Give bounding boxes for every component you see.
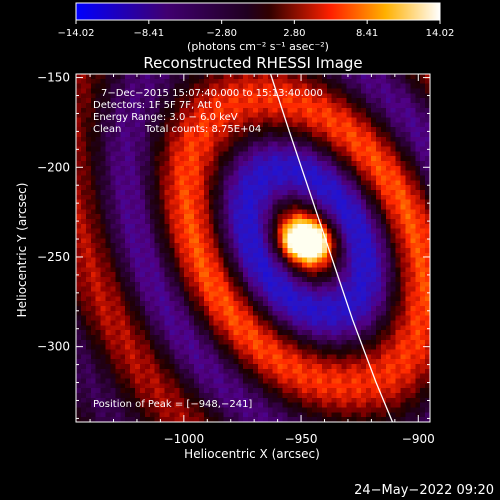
plot-frame (75, 73, 431, 423)
x-axis-ticks: −1000 −950 −900 (89, 74, 435, 446)
x-tick-label: −900 (402, 432, 435, 446)
peak-position-annotation: Position of Peak = [−948,−241] (93, 399, 252, 410)
x-tick-label: −950 (285, 432, 318, 446)
energy-range-annotation: Energy Range: 3.0 − 6.0 keV (93, 112, 238, 123)
y-tick-label: −300 (37, 340, 70, 354)
colorbar-tick-label: 14.02 (426, 28, 455, 39)
y-tick-label: −150 (37, 71, 70, 85)
colorbar-unit-label: (photons cm⁻² s⁻¹ asec⁻²) (187, 40, 329, 53)
heatmap-image (76, 74, 430, 422)
x-tick-label: −1000 (164, 432, 205, 446)
colorbar-ticks: −14.02 −8.41 −2.80 2.80 8.41 14.02 (57, 20, 454, 39)
y-axis-ticks: −150 −200 −250 −300 (37, 71, 430, 419)
time-range-annotation: 7−Dec−2015 15:07:40.000 to 15:13:40.000 (101, 88, 323, 99)
colorbar-tick-label: 2.80 (283, 28, 305, 39)
y-axis-label: Heliocentric Y (arcsec) (15, 183, 29, 318)
clean-annotation: Clean (93, 124, 121, 135)
colorbar-tick-label: −14.02 (57, 28, 94, 39)
colorbar-tick-label: 8.41 (356, 28, 378, 39)
colorbar-tick-label: −8.41 (133, 28, 164, 39)
solar-limb-line (269, 74, 394, 422)
colorbar-tick-label: −2.80 (206, 28, 237, 39)
chart-title: Reconstructed RHESSI Image (143, 54, 362, 72)
y-tick-label: −200 (37, 160, 70, 174)
y-tick-label: −250 (37, 250, 70, 264)
detectors-annotation: Detectors: 1F 5F 7F, Att 0 (93, 100, 221, 111)
footer-timestamp: 24−May−2022 09:20 (354, 483, 494, 498)
total-counts-annotation: Total counts: 8.75E+04 (144, 124, 261, 135)
colorbar (75, 2, 441, 21)
x-axis-label: Heliocentric X (arcsec) (184, 447, 320, 461)
